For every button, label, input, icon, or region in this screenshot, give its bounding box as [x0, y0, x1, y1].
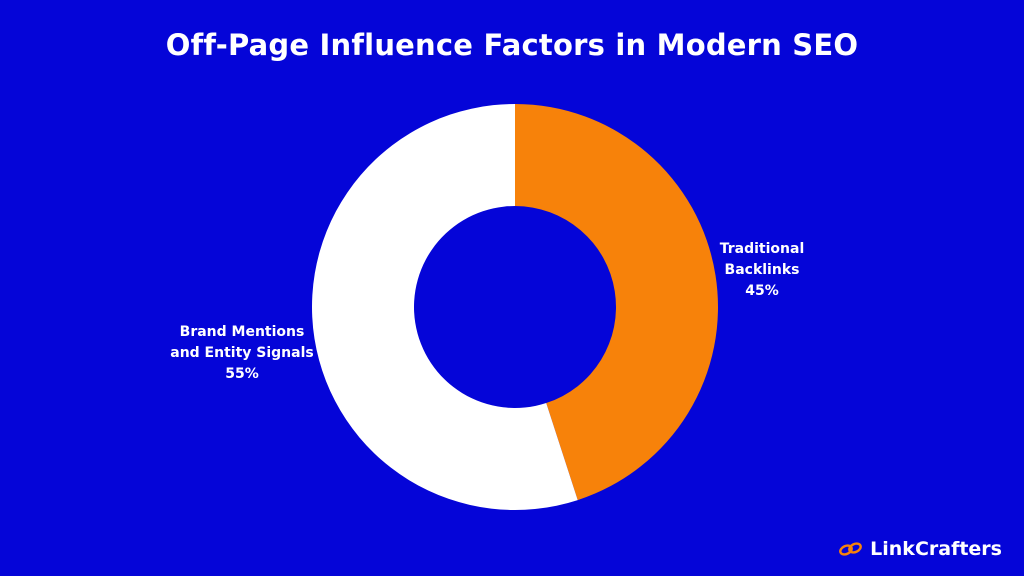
- slice-label-line: Backlinks: [724, 262, 800, 278]
- slice-label-brand-mentions: Brand Mentions and Entity Signals 55%: [168, 322, 316, 385]
- slice-value-label: 55%: [225, 366, 259, 382]
- link-chain-icon: [839, 542, 863, 556]
- linkcrafters-logo: LinkCrafters: [838, 538, 1002, 560]
- slice-label-line: Brand Mentions: [179, 324, 305, 340]
- slice-label-line: Traditional: [719, 241, 805, 257]
- slice-label-line: and Entity Signals: [170, 345, 314, 361]
- slice-label-traditional-backlinks: Traditional Backlinks 45%: [702, 239, 822, 302]
- donut-slice-traditional-backlinks: [515, 104, 718, 501]
- slice-value-label: 45%: [745, 283, 779, 299]
- logo-text: LinkCrafters: [870, 538, 1002, 560]
- chart-title: Off-Page Influence Factors in Modern SEO: [165, 28, 859, 62]
- donut-slice-brand-mentions: [312, 104, 578, 510]
